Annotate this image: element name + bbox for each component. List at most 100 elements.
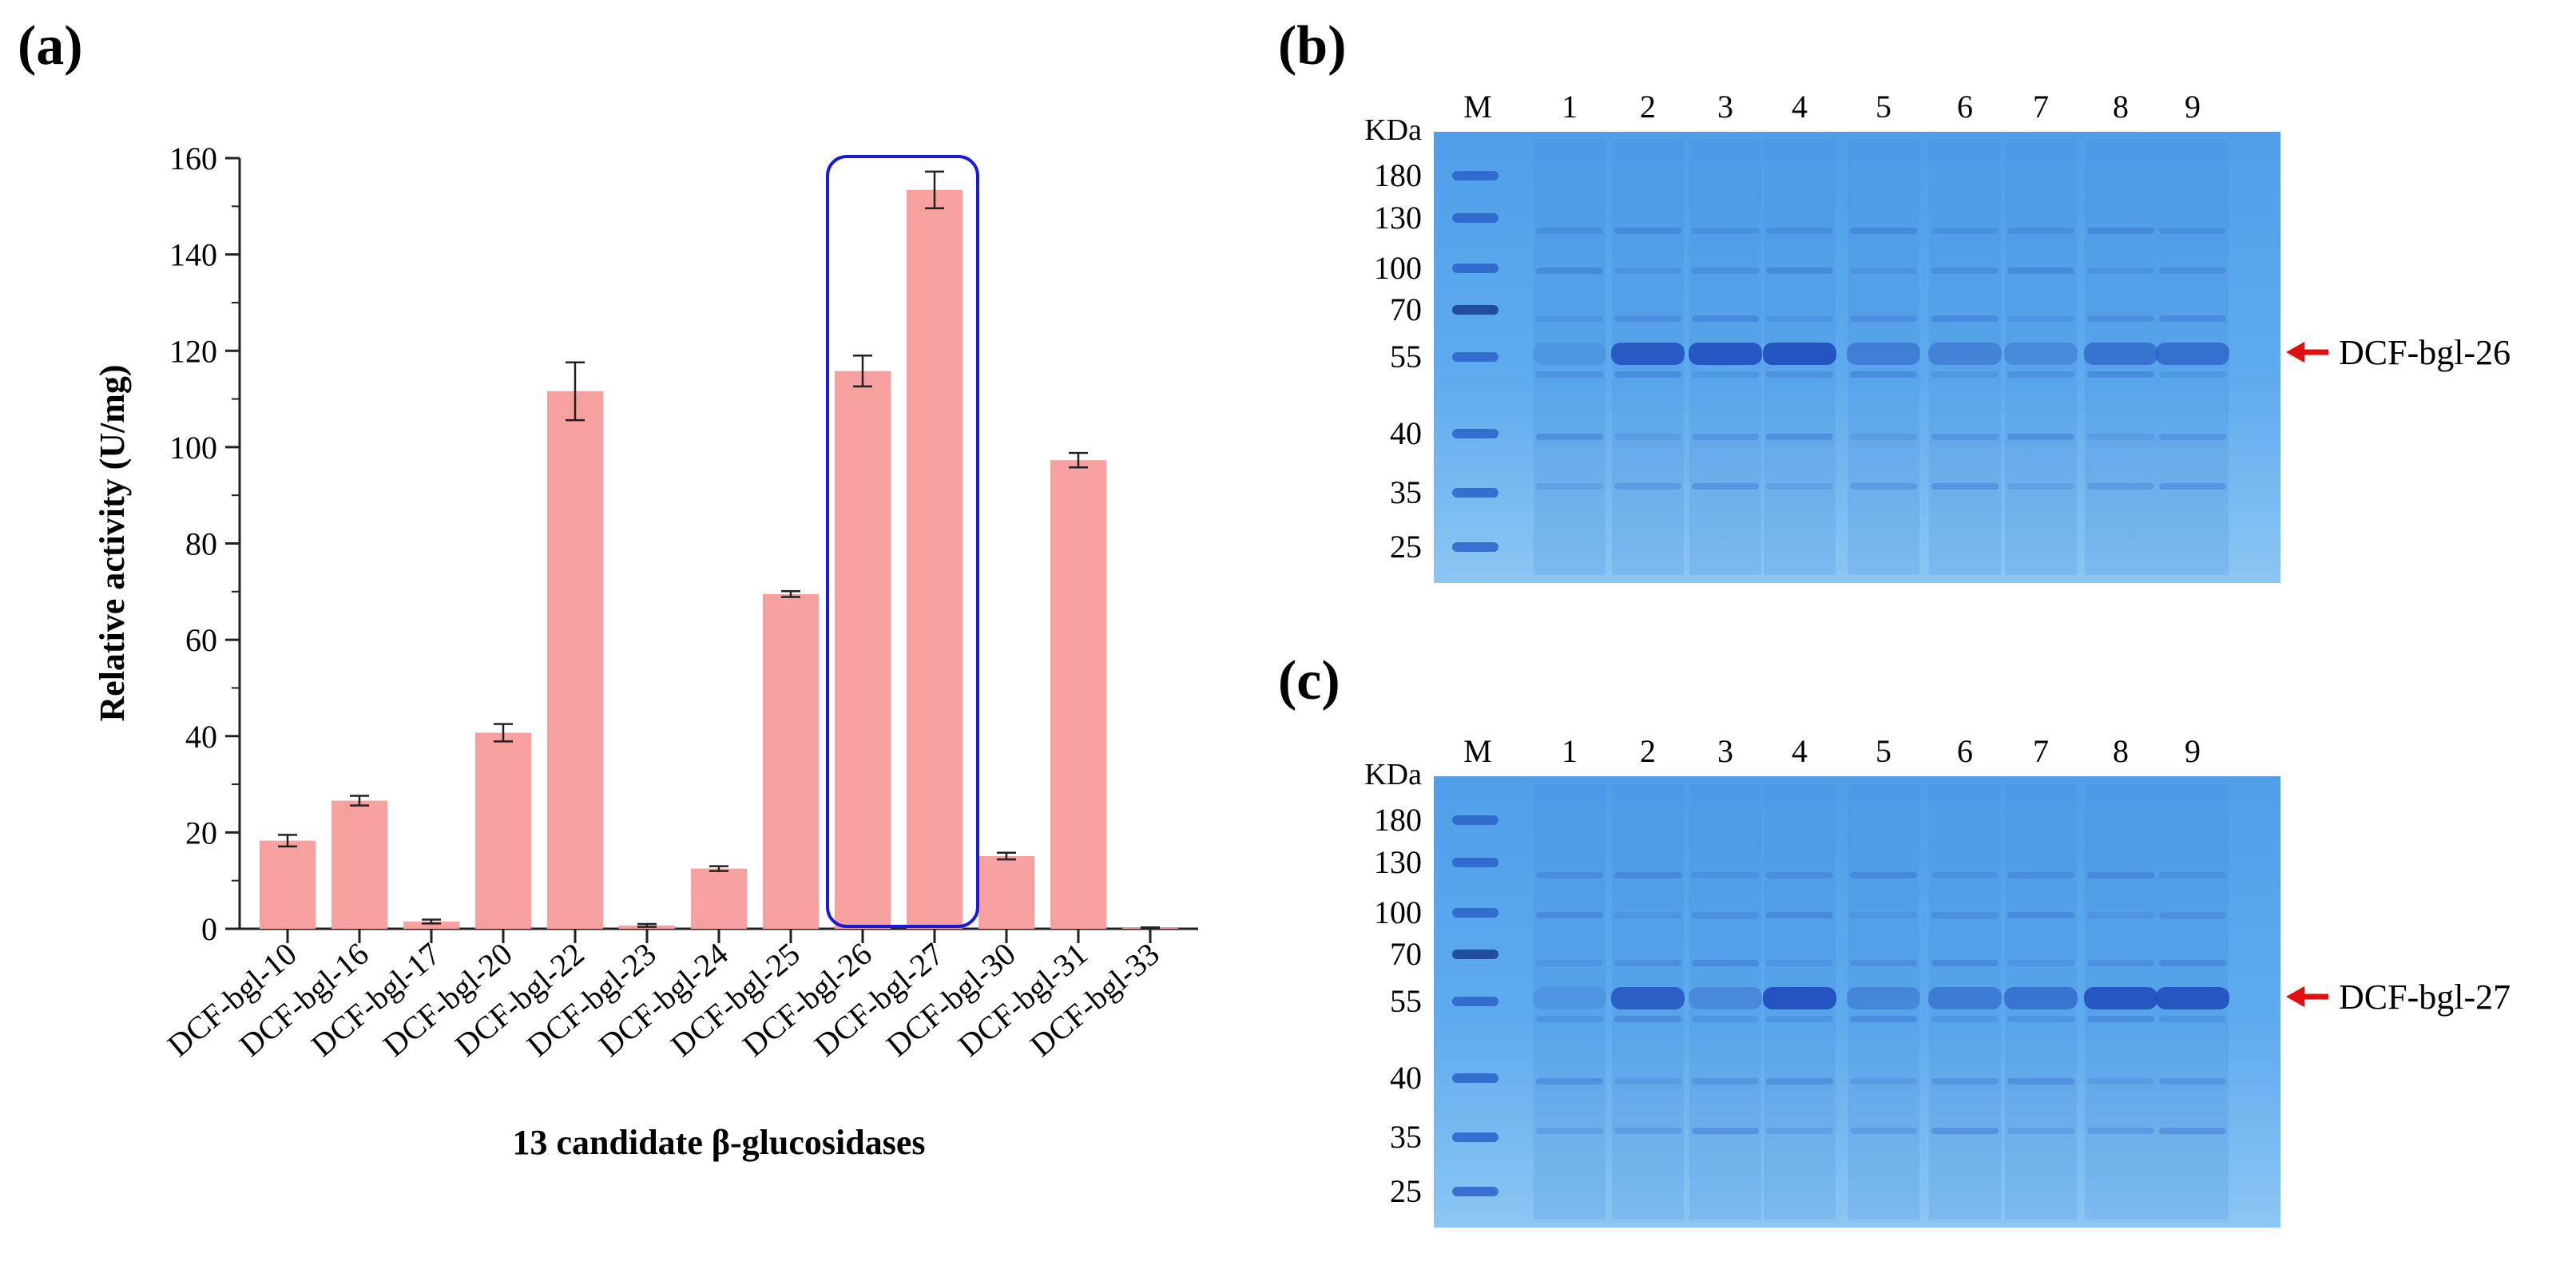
sample-lane <box>1611 784 1685 1219</box>
marker-label: 55 <box>1390 339 1422 375</box>
y-axis-ticks: 0 20 40 60 80 100 120 140 160 <box>169 141 240 947</box>
x-axis-label: 13 candidate β-glucosidases <box>513 1123 926 1162</box>
arrow-icon <box>2286 986 2304 1007</box>
bar-dcf-bgl-16 <box>331 800 388 929</box>
y-tick-label: 80 <box>185 526 217 562</box>
bar-dcf-bgl-30 <box>978 855 1035 929</box>
arrow-label: DCF-bgl-26 <box>2339 333 2511 372</box>
arrow-annotation: DCF-bgl-26 <box>2286 333 2511 372</box>
lane-label: M <box>1463 733 1492 769</box>
marker-label: 180 <box>1374 802 1422 838</box>
y-tick-label: 20 <box>185 815 217 851</box>
y-tick-label: 160 <box>169 141 217 176</box>
y-axis-label: Relative activity (U/mg) <box>93 364 132 721</box>
marker-label: 180 <box>1374 157 1422 193</box>
marker-band <box>1452 213 1498 223</box>
lane-label: 7 <box>2033 89 2049 125</box>
sample-lane <box>1763 784 1836 1219</box>
error-bar <box>350 795 369 807</box>
panel-label-a: (a) <box>18 15 83 77</box>
marker-label: 100 <box>1374 250 1422 286</box>
lane-label: 2 <box>1640 733 1656 769</box>
gel-c: KDa M 1 2 3 4 5 6 7 8 9 180 130 100 70 55 40 35 25 DCF-bgl-… <box>1364 733 2511 1227</box>
marker-band <box>1452 352 1498 362</box>
lane-label: 4 <box>1792 89 1808 125</box>
error-bar <box>1141 926 1160 930</box>
bar-dcf-bgl-25 <box>762 593 820 929</box>
marker-band <box>1452 542 1498 552</box>
marker-label: 40 <box>1390 415 1422 451</box>
lane-label: 9 <box>2185 89 2201 125</box>
lane-label: 1 <box>1562 89 1578 125</box>
bar-chart: 0 20 40 60 80 100 120 140 160 DCF-bgl-10DCF-bgl-… <box>93 141 1198 1162</box>
lane-label: 4 <box>1792 733 1808 769</box>
marker-band <box>1452 305 1498 315</box>
bar-dcf-bgl-31 <box>1050 460 1107 929</box>
lane-label: 6 <box>1957 733 1973 769</box>
lane-label: 3 <box>1717 89 1733 125</box>
panel-label-c: (c) <box>1278 650 1340 712</box>
error-bar <box>925 170 944 209</box>
marker-label: 130 <box>1374 844 1422 880</box>
bar-dcf-bgl-27 <box>906 189 963 929</box>
y-tick-label: 40 <box>185 719 217 755</box>
marker-band <box>1452 997 1498 1006</box>
y-tick-label: 120 <box>169 333 217 369</box>
marker-band <box>1452 429 1498 438</box>
arrow-label: DCF-bgl-27 <box>2339 978 2511 1017</box>
lane-label: 9 <box>2185 733 2201 769</box>
sample-lane <box>1847 140 1920 575</box>
panel-label-b: (b) <box>1278 15 1347 77</box>
target-band <box>1763 987 1836 1009</box>
arrow-icon <box>2286 342 2304 363</box>
x-axis-ticks: DCF-bgl-10DCF-bgl-16DCF-bgl-17DCF-bgl-20… <box>161 929 1166 1064</box>
bar-dcf-bgl-22 <box>546 391 604 930</box>
marker-label: 40 <box>1390 1060 1422 1096</box>
lane-label: 8 <box>2113 89 2129 125</box>
bar-dcf-bgl-20 <box>474 732 532 929</box>
target-band <box>1611 343 1685 365</box>
bars <box>259 170 1179 930</box>
lane-label: 7 <box>2033 733 2049 769</box>
bar-dcf-bgl-26 <box>834 371 891 929</box>
bar-dcf-bgl-24 <box>690 868 748 929</box>
lane-label: M <box>1463 89 1492 125</box>
sample-lane <box>1847 784 1920 1219</box>
marker-band <box>1452 264 1498 273</box>
marker-band <box>1452 815 1498 825</box>
sample-lane <box>1533 140 1606 575</box>
marker-band <box>1452 908 1498 918</box>
target-band <box>2084 343 2157 365</box>
marker-band <box>1452 1073 1498 1083</box>
y-tick-label: 100 <box>169 430 217 466</box>
lane-label: 5 <box>1875 89 1891 125</box>
target-band <box>1689 987 1762 1009</box>
marker-label: 55 <box>1390 983 1422 1019</box>
marker-label: 25 <box>1390 1173 1422 1209</box>
sample-lane <box>1689 140 1762 575</box>
marker-label: 70 <box>1390 936 1422 972</box>
error-bar <box>278 834 297 848</box>
error-bar <box>781 589 800 598</box>
marker-label: 25 <box>1390 529 1422 565</box>
arrow-annotation: DCF-bgl-27 <box>2286 978 2511 1017</box>
sample-lane <box>1611 140 1685 575</box>
target-band <box>1928 343 2002 365</box>
target-band <box>2084 987 2157 1009</box>
sample-lane <box>2156 140 2229 575</box>
sample-lane <box>1763 140 1836 575</box>
error-bar <box>566 361 585 422</box>
error-bar <box>853 355 872 388</box>
error-bar <box>637 922 657 928</box>
sample-lane <box>2004 784 2078 1219</box>
sample-lane <box>2004 140 2078 575</box>
lane-label: 2 <box>1640 89 1656 125</box>
marker-band <box>1452 1132 1498 1142</box>
marker-band <box>1452 171 1498 180</box>
target-band <box>1847 987 1920 1009</box>
sample-lane <box>1689 784 1762 1219</box>
marker-band <box>1452 488 1498 498</box>
marker-label: 100 <box>1374 894 1422 930</box>
sample-lane <box>1928 140 2002 575</box>
